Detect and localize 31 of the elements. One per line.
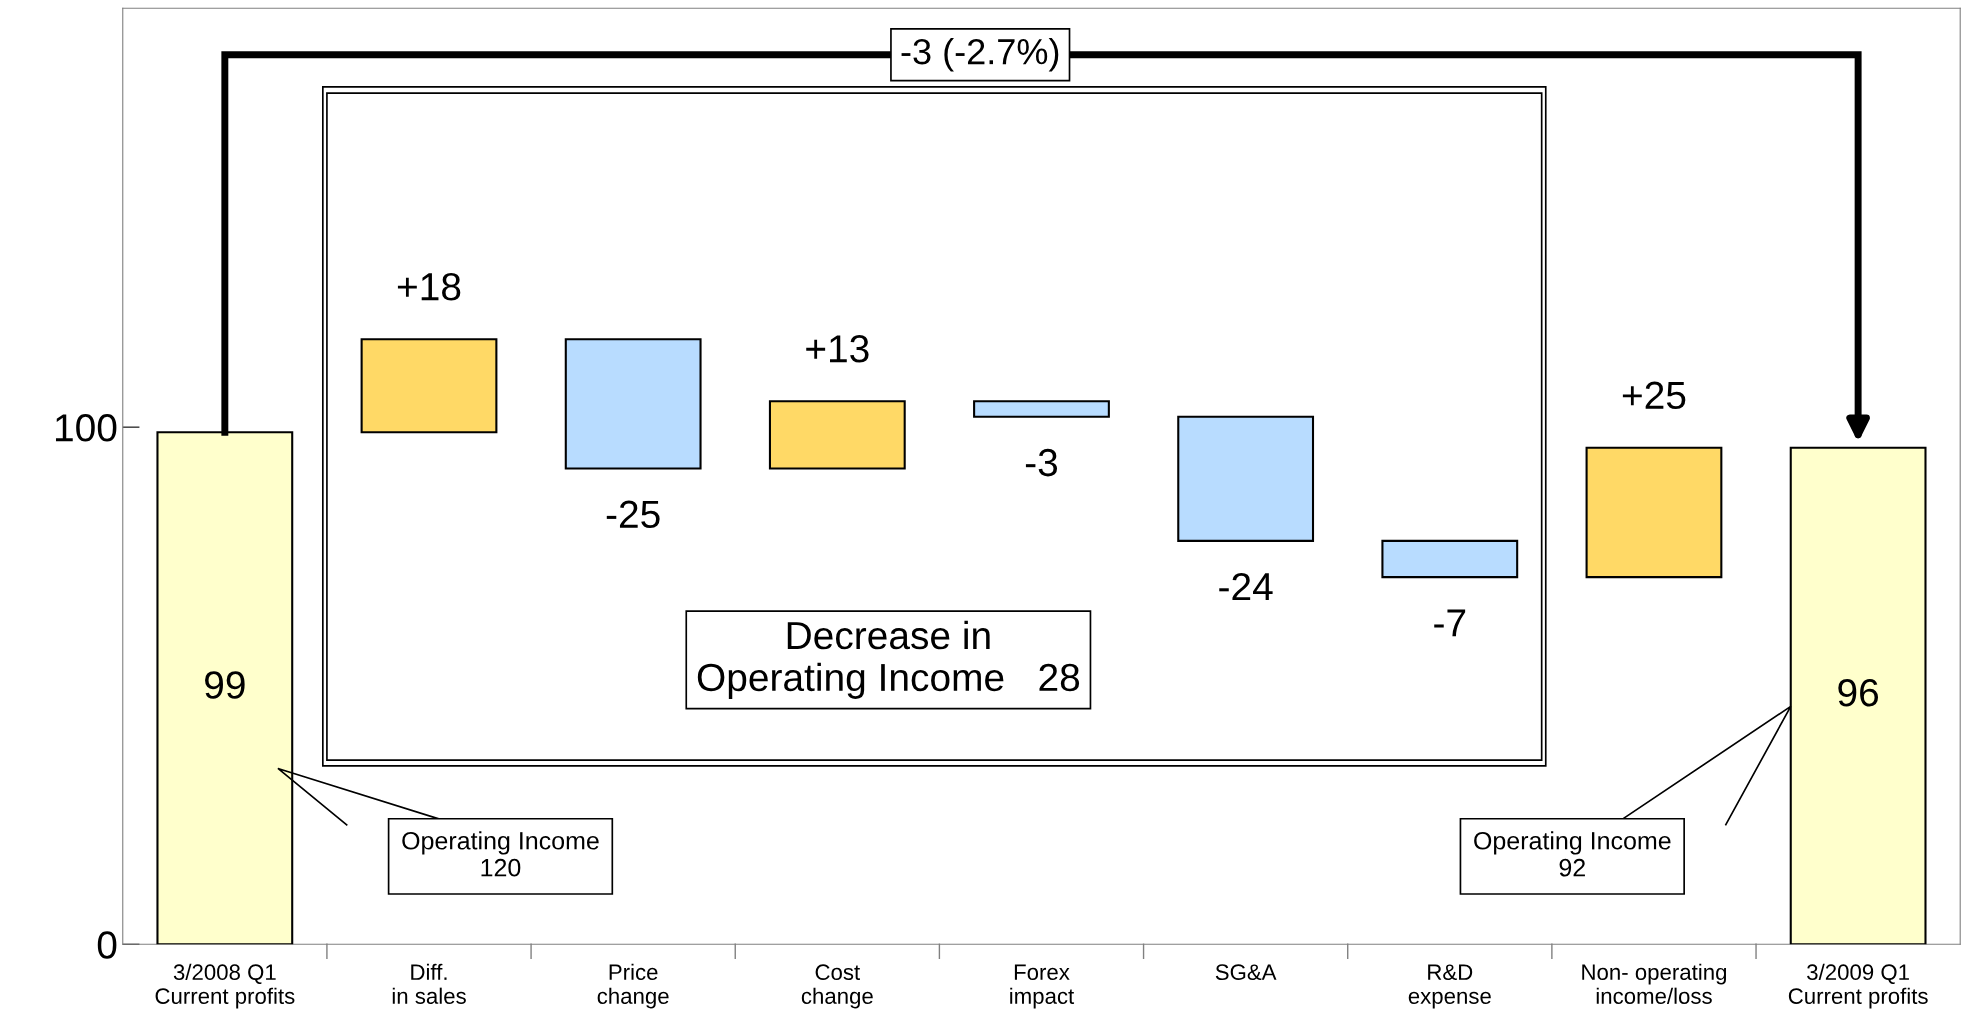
data-label: -3 [1025,448,1058,477]
annotation: Operating Income 120 [402,831,599,877]
x-tick-label: 3/2008 Q1 Current profits [155,963,295,1009]
data-label: +18 [397,272,461,301]
annotation: -3 (-2.7%) [901,37,1059,72]
y-tick-label: 0 [97,931,117,959]
x-tick-label: 3/2009 Q1 Current profits [1788,963,1928,1009]
x-tick-label: Diff. in sales [392,963,466,1004]
bar [768,400,906,470]
data-label: +13 [806,335,869,363]
bar [360,338,498,434]
data-label: -7 [1434,609,1466,637]
data-label: -24 [1219,572,1273,601]
bar [1381,539,1519,579]
bar [1177,415,1315,542]
x-tick-label: SG&A [1215,964,1277,981]
data-label: +25 [1622,381,1686,410]
x-tick-label: R&D expense [1408,964,1491,1009]
annotation: Operating Income 92 [1474,831,1671,877]
bar [973,400,1110,418]
x-tick-label: Cost change [801,964,873,1009]
data-label: 96 [1838,678,1879,707]
bar [564,338,702,470]
data-label: 99 [205,671,245,699]
data-label: -25 [606,500,660,529]
x-tick-label: Price change [597,963,669,1009]
annotation: Decrease in Operating Income 28 [697,620,1080,699]
x-tick-label: Non- operating income/loss [1582,963,1727,1004]
y-tick-label: 100 [55,414,117,442]
bar [1585,446,1723,579]
x-tick-label: Forex impact [1010,964,1075,1009]
